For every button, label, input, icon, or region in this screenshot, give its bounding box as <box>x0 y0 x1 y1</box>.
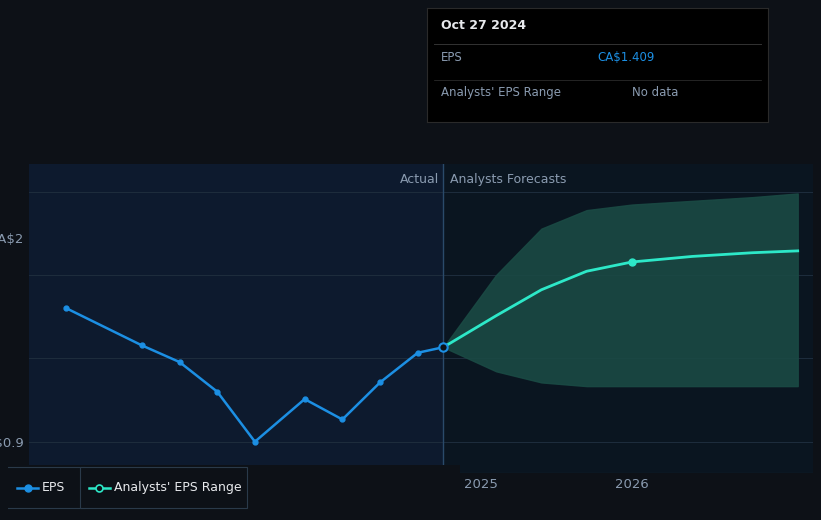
Text: Analysts Forecasts: Analysts Forecasts <box>450 173 566 186</box>
FancyBboxPatch shape <box>80 467 246 508</box>
Text: Analysts' EPS Range: Analysts' EPS Range <box>441 85 561 98</box>
Bar <box>29 164 443 473</box>
Text: CA$1.409: CA$1.409 <box>598 51 655 64</box>
Text: EPS: EPS <box>441 51 462 64</box>
Text: Oct 27 2024: Oct 27 2024 <box>441 19 525 32</box>
Text: Analysts' EPS Range: Analysts' EPS Range <box>114 481 242 494</box>
FancyBboxPatch shape <box>6 467 85 508</box>
Bar <box>443 164 813 473</box>
Text: Actual: Actual <box>400 173 439 186</box>
Text: EPS: EPS <box>42 481 66 494</box>
Text: No data: No data <box>631 85 678 98</box>
